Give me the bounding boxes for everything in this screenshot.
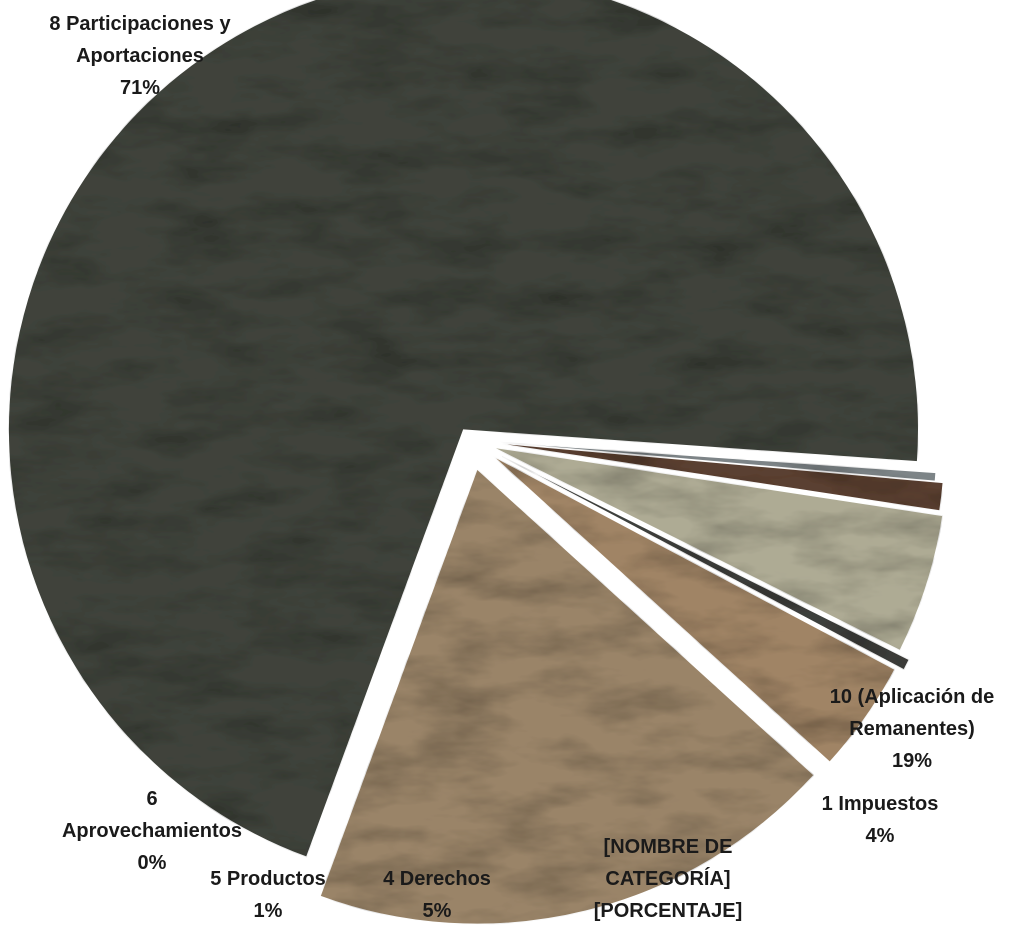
slice-label-line: Remanentes) (849, 718, 975, 740)
pie-slice-2 (319, 468, 815, 925)
slice-label-line: 8 Participaciones y (49, 13, 231, 35)
pie-slice-5 (492, 446, 944, 652)
slice-label-line: 1 Impuestos (822, 793, 939, 815)
slice-label-7: 6 Aprovechamientos 0% (62, 788, 242, 874)
slice-label-line: 10 (Aplicación de (830, 686, 995, 708)
pie-slice-6 (489, 441, 944, 512)
slice-label-line: 4% (866, 825, 895, 847)
slice-label-line: 71% (120, 77, 160, 99)
slice-label-5: 4 Derechos 5% (383, 868, 491, 922)
slice-label-3: 1 Impuestos 4% (822, 793, 939, 847)
pie-slice-3 (492, 455, 896, 763)
slice-label-line: Aprovechamientos (62, 820, 242, 842)
slice-label-line: 19% (892, 750, 932, 772)
slice-label-line: [NOMBRE DE (604, 836, 733, 858)
slice-label-4: [NOMBRE DE CATEGORÍA] [PORCENTAJE] (594, 836, 743, 922)
slice-label-line: 5 Productos (210, 868, 326, 890)
slice-label-line: Aportaciones (76, 45, 204, 67)
slice-label-6: 5 Productos 1% (210, 868, 326, 922)
slice-label-line: 5% (423, 900, 452, 922)
slice-label-line: [PORCENTAJE] (594, 900, 743, 922)
slice-label-line: 0% (138, 852, 167, 874)
slice-label-line: 1% (254, 900, 283, 922)
slice-label-2: 10 (Aplicación de Remanentes) 19% (830, 686, 995, 772)
slice-label-line: 4 Derechos (383, 868, 491, 890)
pie-slice-1 (8, 0, 919, 858)
slice-label-1: 8 Participaciones y Aportaciones 71% (49, 13, 231, 99)
pie-slice-4 (501, 456, 910, 671)
pie-slice-7 (481, 440, 937, 482)
slice-label-line: CATEGORÍA] (605, 867, 730, 890)
slice-label-line: 6 (146, 788, 157, 810)
